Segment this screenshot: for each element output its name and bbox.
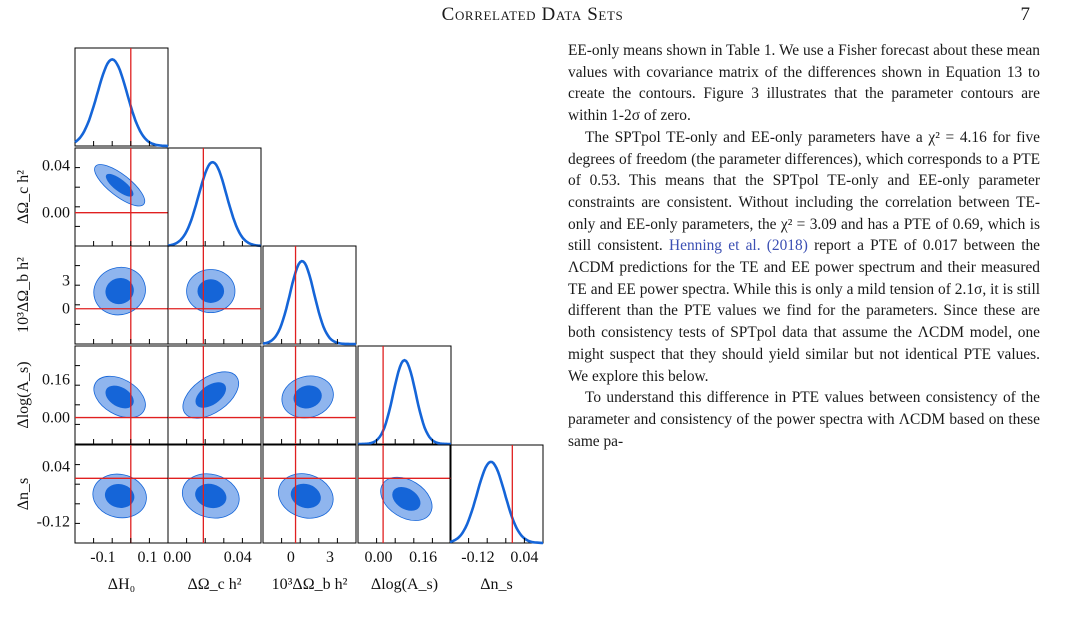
paragraph-3: To understand this difference in PTE val… [568, 389, 1040, 450]
x-axis-label-3: Δlog(A_s) [371, 576, 438, 593]
running-head: Correlated Data Sets 7 [0, 4, 1065, 28]
marginal-curve-0 [74, 58, 168, 148]
x-tick-label: 0.04 [510, 549, 538, 566]
y-tick-label: 0.00 [42, 205, 70, 222]
y-tick-label: 0 [62, 301, 70, 318]
y-tick-label: 0.00 [42, 410, 70, 427]
marginal-curve-3 [358, 358, 451, 446]
body-text: EE-only means shown in Table 1. We use a… [568, 40, 1040, 636]
y-axis-label-3: Δlog(A_s) [15, 361, 32, 428]
y-tick-label: -0.12 [37, 513, 70, 530]
x-axis-label-1: ΔΩ_c h² [187, 576, 241, 593]
y-axis-label-2: 10³ΔΩ_b h² [15, 257, 32, 333]
marginal-curve-2 [262, 259, 356, 346]
x-axis-label-2: 10³ΔΩ_b h² [272, 576, 348, 593]
citation-henning-2018[interactable]: Henning et al. (2018) [669, 237, 808, 255]
panel-frame [167, 345, 262, 445]
x-tick-label: -0.1 [90, 549, 115, 566]
y-tick-label: 0.16 [42, 371, 70, 388]
contour-1sigma [105, 278, 134, 305]
running-title: Correlated Data Sets [441, 4, 624, 25]
panel-4-1 [167, 444, 262, 544]
contour-1sigma [293, 385, 322, 409]
x-tick-label: 0.00 [163, 549, 191, 566]
x-tick-label: 0.16 [409, 549, 437, 566]
triangle-plot-figure: -0.1 0.1 ΔH₀ 0.00 0.04 ΔΩ_c h² 0 3 10³ΔΩ_b h² 0.0… [0, 40, 560, 636]
panel-frame [357, 345, 452, 445]
panel-2-2 [262, 245, 357, 346]
paragraph-2-part-b: report a PTE of 0.017 between the ΛCDM p… [568, 237, 1040, 385]
paragraph-1: EE-only means shown in Table 1. We use a… [568, 42, 1040, 125]
x-tick-label: 3 [326, 549, 334, 566]
x-axis-label-4: Δn_s [480, 576, 513, 593]
panel-3-3 [357, 345, 452, 446]
panel-0-0 [74, 47, 169, 148]
y-axis-label-1: ΔΩ_c h² [15, 170, 32, 224]
contour-1sigma [105, 173, 134, 197]
panel-frame [167, 245, 262, 345]
contour-1sigma [290, 483, 321, 509]
panel-frame [167, 444, 262, 544]
y-tick-label: 0.04 [42, 158, 70, 175]
panel-3-0 [74, 345, 169, 445]
x-tick-label: -0.12 [461, 549, 494, 566]
panel-4-2 [262, 444, 357, 544]
x-tick-label: 0.00 [364, 549, 392, 566]
panel-frame [262, 345, 357, 445]
panel-frame [357, 444, 452, 544]
paragraph-2: The SPTpol TE-only and EE-only parameter… [568, 127, 1040, 387]
page-number: 7 [1020, 4, 1031, 25]
contour-1sigma [105, 385, 134, 409]
panel-2-1 [167, 245, 262, 345]
x-axis-label-0: ΔH₀ [108, 576, 135, 593]
paragraph-2-part-a: The SPTpol TE-only and EE-only parameter… [568, 128, 1040, 255]
panel-3-1 [167, 345, 262, 445]
x-tick-label: 0.1 [138, 549, 158, 566]
marginal-curve-4 [449, 460, 543, 545]
contour-1sigma [104, 483, 135, 508]
contour-1sigma [392, 487, 421, 511]
panel-frame [262, 444, 357, 544]
y-axis-label-4: Δn_s [15, 478, 32, 511]
contour-1sigma [197, 279, 225, 303]
panel-1-1 [167, 147, 262, 248]
x-tick-label: 0.04 [224, 549, 252, 566]
panel-frame [449, 444, 544, 544]
panel-2-0 [74, 245, 169, 345]
panel-4-3 [357, 444, 452, 544]
y-tick-label: 0.04 [42, 459, 70, 476]
panel-1-0 [74, 147, 169, 247]
panel-frame [74, 47, 169, 147]
x-tick-label: 0 [287, 549, 295, 566]
panel-4-0 [74, 444, 169, 544]
marginal-curve-1 [167, 160, 262, 248]
panel-frame [262, 245, 357, 345]
panel-3-2 [262, 345, 357, 445]
y-tick-label: 3 [62, 272, 70, 289]
panel-4-4 [449, 444, 544, 545]
